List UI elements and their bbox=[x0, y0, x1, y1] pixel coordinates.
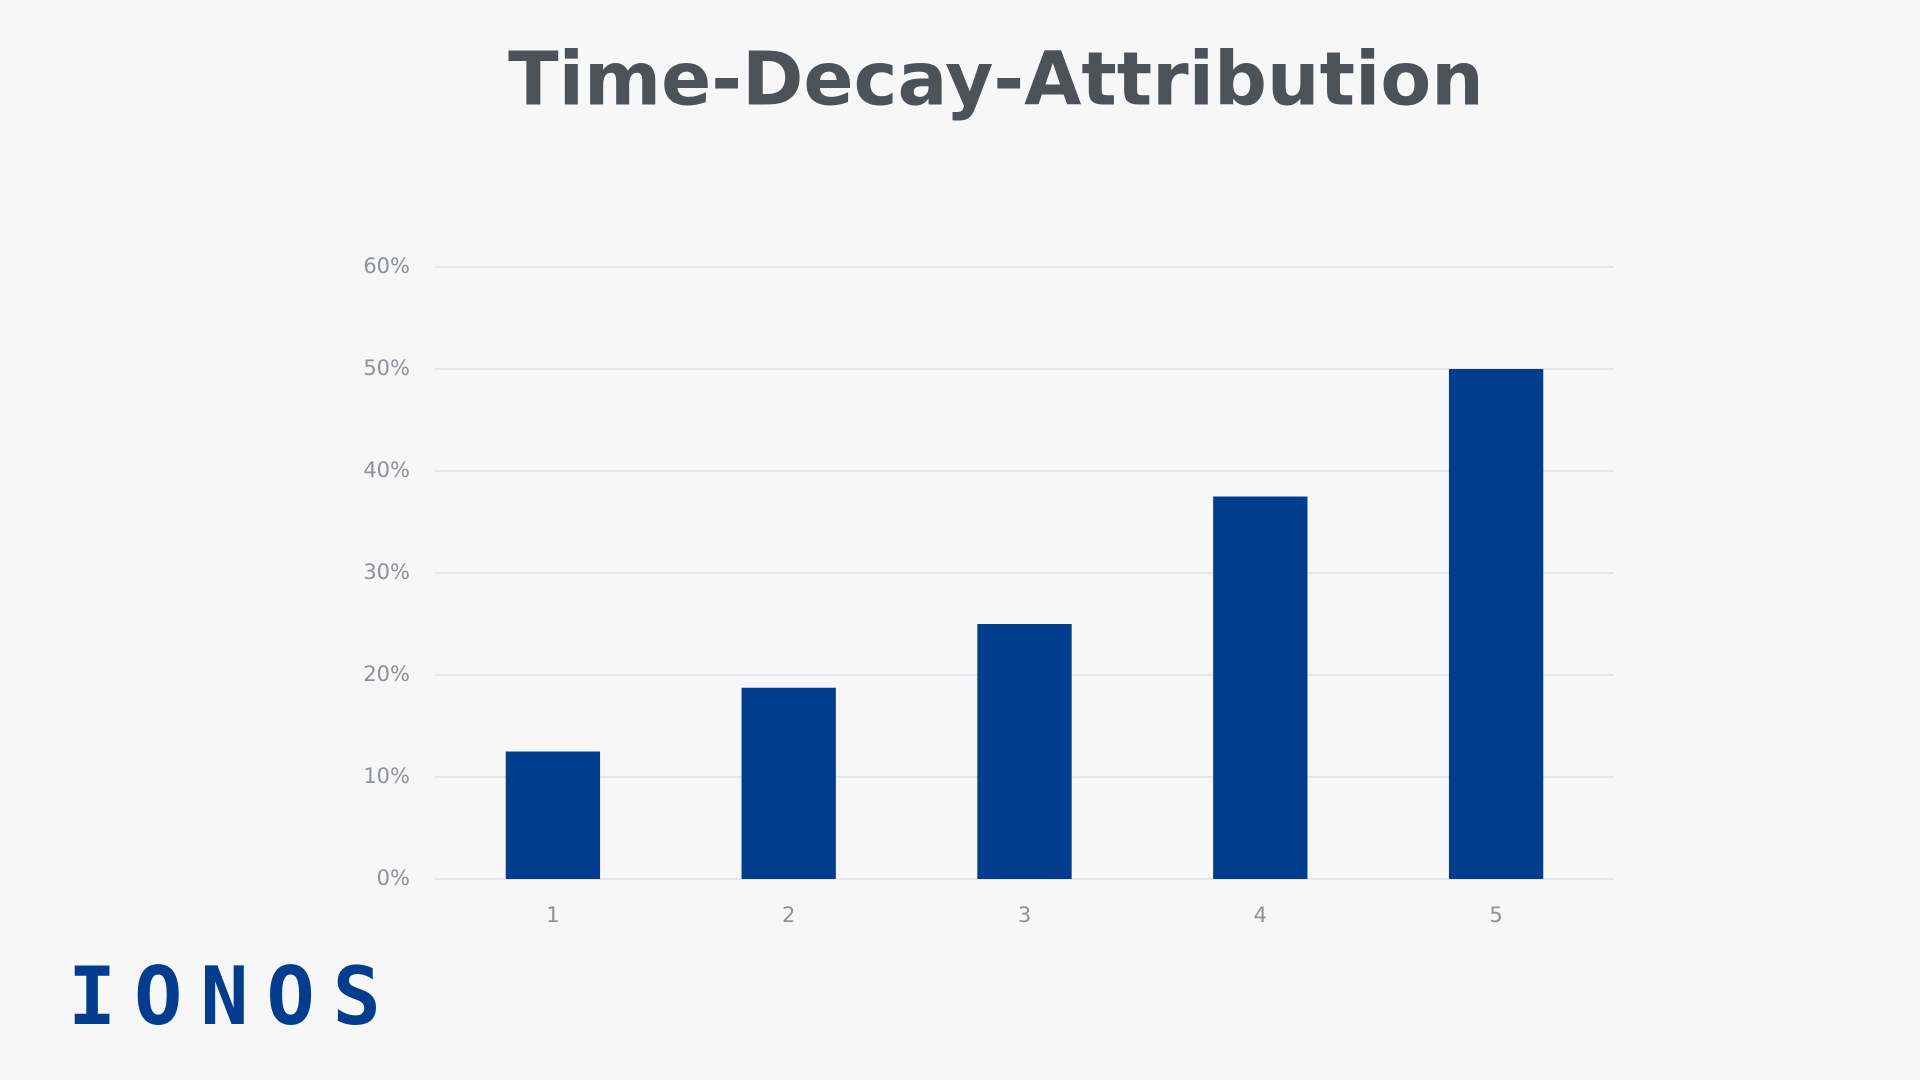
y-tick-label: 20% bbox=[363, 662, 410, 686]
x-tick-label: 2 bbox=[782, 903, 795, 927]
bar bbox=[741, 687, 836, 879]
chart-title: Time-Decay-Attribution bbox=[508, 37, 1484, 123]
y-tick-label: 40% bbox=[363, 458, 410, 482]
bar bbox=[1448, 369, 1544, 879]
x-tick-label: 1 bbox=[546, 903, 559, 927]
y-tick-label: 50% bbox=[363, 356, 410, 380]
bar bbox=[977, 624, 1072, 879]
bar bbox=[505, 751, 601, 879]
y-tick-label: 60% bbox=[363, 254, 410, 278]
x-tick-label: 3 bbox=[1018, 903, 1031, 927]
y-tick-label: 30% bbox=[363, 560, 410, 584]
logo: IONOS bbox=[68, 950, 399, 1043]
x-tick-label: 5 bbox=[1489, 903, 1502, 927]
bar bbox=[1213, 496, 1308, 879]
x-tick-label: 4 bbox=[1254, 903, 1267, 927]
y-tick-label: 0% bbox=[377, 866, 410, 890]
y-tick-label: 10% bbox=[363, 764, 410, 788]
